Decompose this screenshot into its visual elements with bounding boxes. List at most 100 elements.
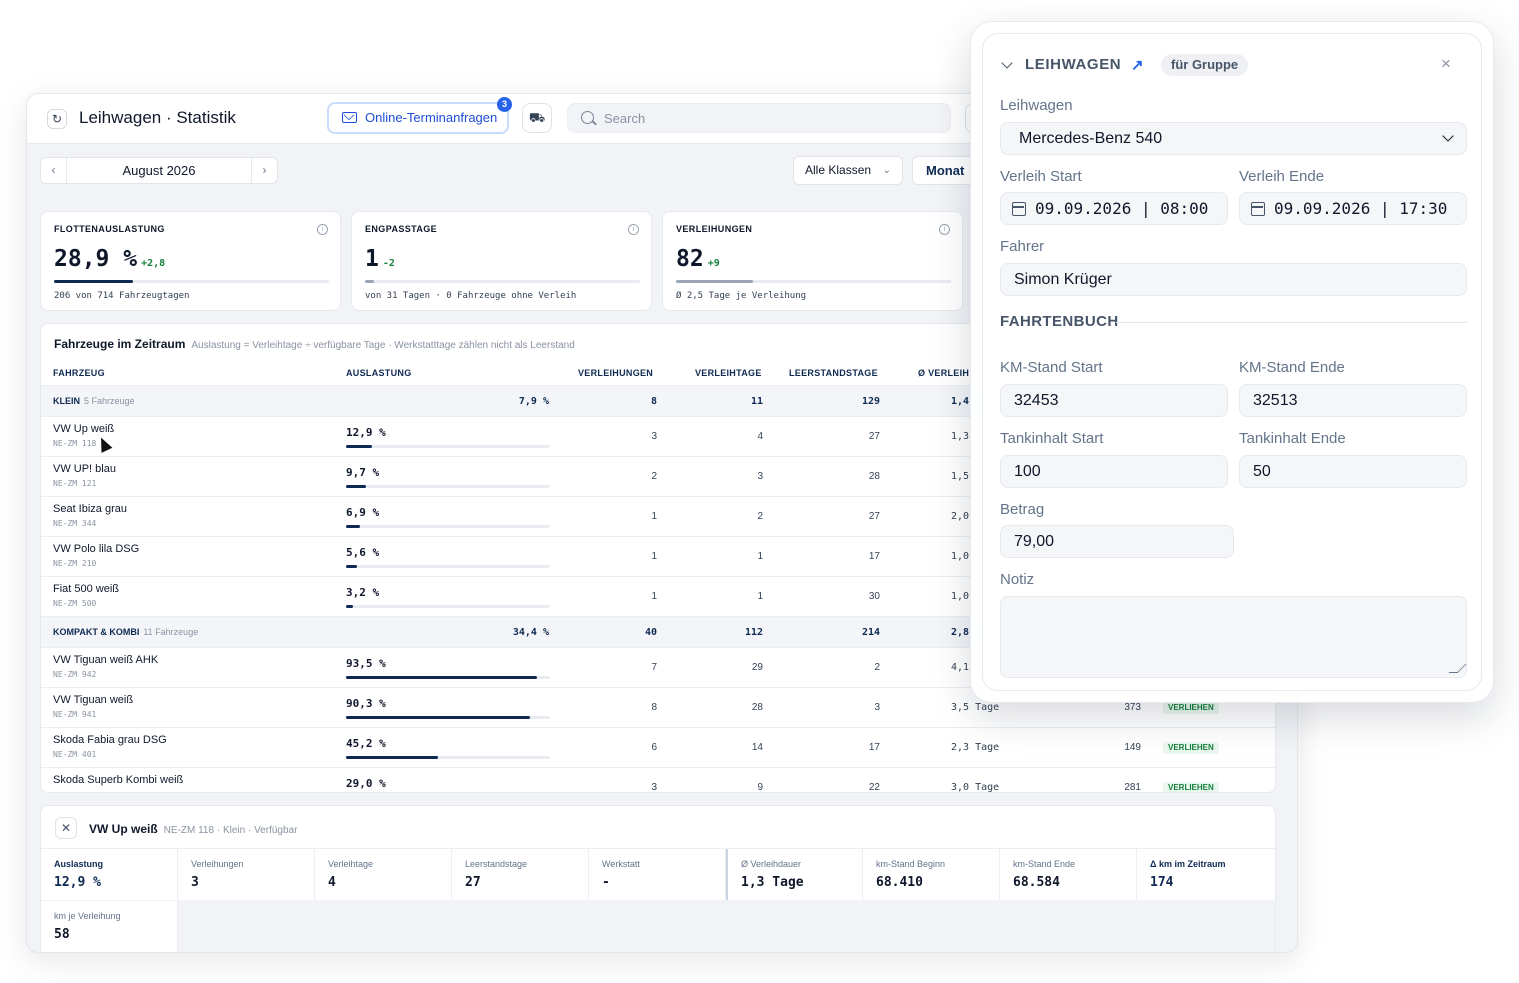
table-row[interactable]: VW Up weiß NE-ZM 118 12,9 % 3 4 27 1,3: [41, 417, 1275, 457]
vehicle-label: Leihwagen: [1000, 97, 1073, 114]
chevron-left-icon[interactable]: ‹: [41, 158, 67, 183]
utilization-bar-fill: [346, 716, 531, 719]
notes-label: Notiz: [1000, 571, 1035, 588]
close-icon[interactable]: ×: [1441, 54, 1451, 73]
tank-start-field[interactable]: 100: [1000, 455, 1228, 488]
stat-rental-days: Verleihtage 4: [315, 849, 452, 900]
table-row[interactable]: Fiat 500 weiß NE-ZM 500 3,2 % 1 1 30 1,0: [41, 577, 1275, 617]
month-navigator: ‹ August 2026 ›: [40, 157, 278, 184]
rental-start-field[interactable]: 09.09.2026 | 08:00: [1000, 192, 1228, 225]
table-row[interactable]: Skoda Superb Kombi weiß 29,0 % 3 9 22 3,…: [41, 768, 1275, 793]
vehicle-avg: 3,0 Tage: [951, 782, 1000, 793]
kpi-delta: -2: [382, 258, 395, 269]
online-requests-button[interactable]: Online-Terminanfragen: [327, 102, 509, 134]
table-row[interactable]: VW UP! blau NE-ZM 121 9,7 % 2 3 28 1,5: [41, 457, 1275, 497]
search-input[interactable]: [604, 109, 934, 127]
group-rentals: 8: [650, 396, 657, 407]
truck-icon[interactable]: ⛟: [522, 103, 552, 133]
vehicle-rental-days: 14: [751, 742, 763, 753]
vehicle-avg: 3,5 Tage: [951, 702, 1000, 713]
column-header-rentals[interactable]: VERLEIHUNGEN: [578, 368, 654, 378]
class-filter-value: Alle Klassen: [805, 163, 872, 177]
vehicle-rental-days: 1: [757, 551, 763, 562]
section-divider: [1116, 322, 1467, 323]
envelope-icon: [342, 112, 357, 123]
notes-textarea[interactable]: [1000, 596, 1467, 678]
amount-field[interactable]: 79,00: [1000, 525, 1234, 558]
status-badge: VERLIEHEN: [1163, 702, 1219, 714]
vehicle-idle-days: 30: [868, 591, 880, 602]
vehicle-plate: NE-ZM 941: [53, 710, 97, 719]
info-icon[interactable]: i: [628, 224, 639, 235]
close-icon[interactable]: ✕: [55, 817, 77, 839]
rental-end-field[interactable]: 09.09.2026 | 17:30: [1239, 192, 1467, 225]
utilization-bar: [346, 445, 550, 448]
online-requests-label: Online-Terminanfragen: [365, 110, 498, 125]
external-link-icon[interactable]: ↗: [1131, 57, 1144, 74]
notification-badge: 3: [497, 97, 512, 112]
vehicle-utilization: 45,2 %: [346, 737, 386, 750]
vehicle-select-value: Mercedes-Benz 540: [1019, 130, 1163, 147]
vehicle-km: 373: [1124, 702, 1141, 713]
search-box[interactable]: [567, 103, 951, 133]
vehicle-rentals: 1: [651, 591, 657, 602]
table-row[interactable]: Skoda Fabia grau DSG NE-ZM 401 45,2 % 6 …: [41, 728, 1275, 768]
chevron-down-icon[interactable]: [1001, 57, 1013, 69]
column-header-idle-days[interactable]: LEERSTANDSTAGE: [789, 368, 878, 378]
km-end-field[interactable]: 32513: [1239, 384, 1467, 417]
column-header-avg-rental[interactable]: Ø VERLEIH: [918, 368, 970, 378]
vehicle-name: Skoda Fabia grau DSG: [53, 734, 167, 746]
vehicle-plate: NE-ZM 401: [53, 750, 97, 759]
column-header-vehicle[interactable]: FAHRZEUG: [53, 368, 105, 378]
chevron-down-icon: [1442, 130, 1454, 142]
stat-workshop: Werkstatt -: [589, 849, 726, 900]
kpi-value: 28,9 % +2,8: [54, 246, 166, 272]
column-header-utilization[interactable]: AUSLASTUNG: [346, 368, 412, 378]
group-idle-days: 214: [861, 627, 880, 638]
group-chip[interactable]: für Gruppe: [1161, 54, 1249, 76]
vehicle-idle-days: 27: [868, 431, 880, 442]
vehicle-select[interactable]: Mercedes-Benz 540: [1000, 122, 1467, 155]
vehicle-idle-days: 17: [868, 742, 880, 753]
chevron-right-icon[interactable]: ›: [251, 158, 277, 183]
kpi-value: 1 -2: [365, 246, 395, 272]
vehicle-plate: NE-ZM 121: [53, 479, 97, 488]
vehicle-plate: NE-ZM 942: [53, 670, 97, 679]
table-row[interactable]: Seat Ibiza grau NE-ZM 344 6,9 % 1 2 27 2…: [41, 497, 1275, 537]
class-filter-select[interactable]: Alle Klassen ⌄: [793, 156, 903, 185]
kpi-progress: [365, 280, 640, 283]
group-count: 11 Fahrzeuge: [143, 627, 199, 637]
table-header: FAHRZEUG AUSLASTUNG VERLEIHUNGEN VERLEIH…: [41, 358, 1275, 386]
kpi-progress-fill: [676, 280, 753, 283]
vehicle-avg: 1,3: [951, 431, 970, 442]
column-header-rental-days[interactable]: VERLEIHTAGE: [695, 368, 762, 378]
vehicle-name: VW Polo lila DSG: [53, 543, 140, 555]
resize-handle[interactable]: [1448, 664, 1467, 673]
kpi-progress: [54, 280, 329, 283]
table-row[interactable]: VW Tiguan weiß AHK NE-ZM 942 93,5 % 7 29…: [41, 648, 1275, 688]
stat-km-per-rental: km je Verleihung 58: [41, 901, 178, 952]
vehicle-idle-days: 2: [874, 662, 880, 673]
utilization-bar: [346, 676, 550, 679]
vehicle-idle-days: 3: [874, 702, 880, 713]
refresh-icon[interactable]: ↻: [47, 109, 67, 129]
info-icon[interactable]: i: [939, 224, 950, 235]
vehicle-rentals: 1: [651, 511, 657, 522]
vehicle-name: Skoda Superb Kombi weiß: [53, 774, 184, 786]
kpi-delta: +2,8: [141, 258, 166, 269]
stat-rentals: Verleihungen 3: [178, 849, 315, 900]
vehicle-rentals: 2: [651, 471, 657, 482]
table-row[interactable]: VW Tiguan weiß NE-ZM 941 90,3 % 8 28 3 3…: [41, 688, 1275, 728]
utilization-bar: [346, 565, 550, 568]
kpi-value: 82 +9: [676, 246, 720, 272]
month-label: August 2026: [122, 163, 196, 178]
table-row[interactable]: VW Polo lila DSG NE-ZM 210 5,6 % 1 1 17 …: [41, 537, 1275, 577]
tank-end-field[interactable]: 50: [1239, 455, 1467, 488]
info-icon[interactable]: i: [317, 224, 328, 235]
tank-end-label: Tankinhalt Ende: [1239, 430, 1346, 447]
driver-field[interactable]: Simon Krüger: [1000, 263, 1467, 296]
logbook-section-title: FAHRTENBUCH: [1000, 313, 1119, 330]
km-start-field[interactable]: 32453: [1000, 384, 1228, 417]
kpi-progress: [676, 280, 951, 283]
utilization-bar-fill: [346, 485, 366, 488]
